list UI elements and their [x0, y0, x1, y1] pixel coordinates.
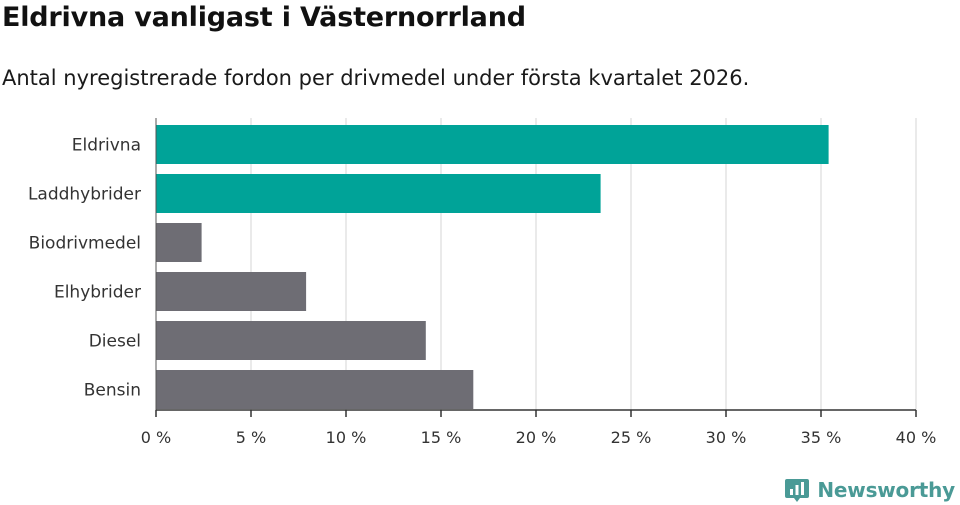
chart-subtitle: Antal nyregistrerade fordon per drivmede…: [2, 66, 750, 90]
x-tick-label: 5 %: [236, 428, 266, 447]
newsworthy-wordmark: Newsworthy: [817, 478, 955, 502]
category-label: Eldrivna: [72, 136, 141, 156]
x-tick-label: 25 %: [611, 428, 652, 447]
x-tick-label: 40 %: [896, 428, 937, 447]
newsworthy-logo[interactable]: Newsworthy: [784, 475, 955, 505]
category-label: Laddhybrider: [28, 185, 141, 205]
newsworthy-logo-icon: [785, 479, 810, 502]
category-label: Bensin: [84, 381, 141, 401]
x-tick-label: 15 %: [421, 428, 462, 447]
bar: [156, 223, 202, 262]
x-tick-label: 35 %: [801, 428, 842, 447]
bar: [156, 321, 426, 360]
bar: [156, 174, 601, 213]
category-label: Biodrivmedel: [29, 234, 141, 254]
x-tick-label: 30 %: [706, 428, 747, 447]
chart-title: Eldrivna vanligast i Västernorrland: [2, 2, 526, 33]
category-label: Diesel: [89, 332, 141, 352]
x-tick-label: 10 %: [326, 428, 367, 447]
bar: [156, 272, 307, 311]
category-label: Elhybrider: [54, 283, 141, 303]
bar: [156, 125, 829, 164]
x-tick-label: 0 %: [141, 428, 171, 447]
x-tick-label: 20 %: [516, 428, 557, 447]
bar: [156, 370, 474, 409]
